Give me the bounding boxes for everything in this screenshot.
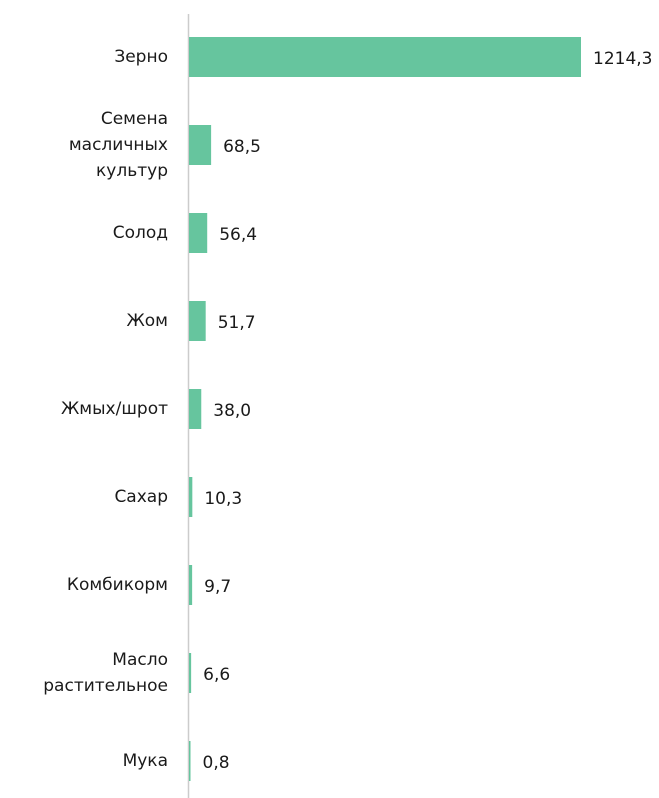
value-label: 38,0 xyxy=(213,401,251,421)
category-label: Жмых/шрот xyxy=(61,399,168,419)
bar xyxy=(189,741,191,781)
value-label: 10,3 xyxy=(204,489,242,509)
category-label: Семена масличных культур xyxy=(69,109,168,181)
value-label: 9,7 xyxy=(204,577,231,597)
bar xyxy=(189,477,193,517)
bar xyxy=(189,125,212,165)
bar xyxy=(189,389,202,429)
category-label: Комбикорм xyxy=(67,575,168,595)
bar xyxy=(189,653,192,693)
category-label: Мука xyxy=(123,751,168,771)
category-label: Солод xyxy=(113,223,168,243)
category-label: Зерно xyxy=(114,47,168,67)
value-label: 68,5 xyxy=(223,137,261,157)
value-label: 6,6 xyxy=(203,665,230,685)
bar xyxy=(189,37,581,77)
bar xyxy=(189,301,206,341)
bar xyxy=(189,565,193,605)
category-label: Сахар xyxy=(114,487,168,507)
category-label: Масло растительное xyxy=(43,650,168,696)
bar xyxy=(189,213,208,253)
value-label: 56,4 xyxy=(219,225,257,245)
category-label: Жом xyxy=(126,311,168,331)
value-label: 1214,3 xyxy=(593,49,652,69)
value-label: 0,8 xyxy=(203,753,230,773)
value-label: 51,7 xyxy=(218,313,256,333)
